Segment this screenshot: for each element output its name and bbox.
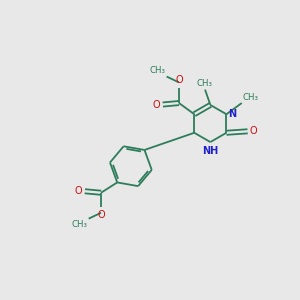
Text: O: O [175, 75, 183, 85]
Text: O: O [153, 100, 160, 110]
Text: CH₃: CH₃ [243, 93, 259, 102]
Text: NH: NH [202, 146, 218, 156]
Text: O: O [97, 210, 105, 220]
Text: O: O [75, 186, 82, 196]
Text: CH₃: CH₃ [71, 220, 87, 229]
Text: N: N [229, 109, 237, 119]
Text: CH₃: CH₃ [149, 66, 165, 75]
Text: O: O [250, 126, 257, 136]
Text: CH₃: CH₃ [196, 79, 212, 88]
